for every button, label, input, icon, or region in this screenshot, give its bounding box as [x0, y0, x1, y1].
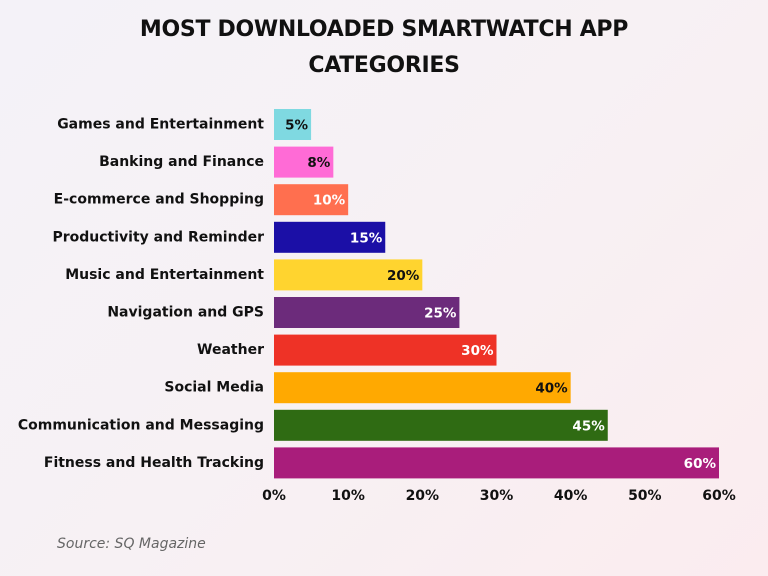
x-tick-label: 10% — [331, 488, 365, 504]
x-tick-label: 40% — [554, 488, 588, 504]
value-label: 30% — [461, 343, 494, 359]
bar — [274, 409, 608, 441]
x-tick-label: 30% — [480, 488, 514, 504]
y-tick-label: Games and Entertainment — [57, 117, 264, 133]
bar — [274, 109, 312, 140]
value-label: 5% — [285, 118, 308, 134]
bar — [274, 372, 571, 404]
bar — [274, 447, 719, 479]
y-tick-label: E-commerce and Shopping — [54, 192, 264, 208]
y-tick-label: Fitness and Health Tracking — [44, 455, 264, 471]
x-tick-label: 60% — [702, 488, 736, 504]
bar — [274, 184, 349, 216]
value-label: 40% — [535, 381, 568, 397]
y-tick-label: Music and Entertainment — [65, 267, 264, 283]
value-label: 15% — [350, 230, 383, 246]
y-tick-label: Banking and Finance — [99, 154, 264, 170]
y-tick-label: Productivity and Reminder — [52, 229, 264, 245]
bar — [274, 334, 497, 366]
bar — [274, 221, 386, 253]
y-tick-label: Communication and Messaging — [18, 417, 264, 433]
value-label: 60% — [684, 456, 717, 472]
value-label: 25% — [424, 306, 457, 322]
y-tick-label: Navigation and GPS — [107, 305, 264, 321]
value-label: 8% — [307, 155, 330, 171]
bar — [274, 146, 334, 178]
y-tick-label: Weather — [197, 342, 264, 358]
bar — [274, 259, 423, 291]
source: Source: SQ Magazine — [57, 536, 206, 552]
x-tick-label: 50% — [628, 488, 662, 504]
y-tick-label: Social Media — [164, 380, 264, 396]
value-label: 10% — [313, 193, 346, 209]
x-tick-label: 0% — [262, 488, 286, 504]
value-label: 45% — [572, 418, 605, 434]
bar — [274, 297, 460, 328]
chart-title: MOST DOWNLOADED SMARTWATCH APP CATEGORIES — [140, 17, 628, 78]
value-label: 20% — [387, 268, 420, 284]
x-tick-label: 20% — [406, 488, 440, 504]
